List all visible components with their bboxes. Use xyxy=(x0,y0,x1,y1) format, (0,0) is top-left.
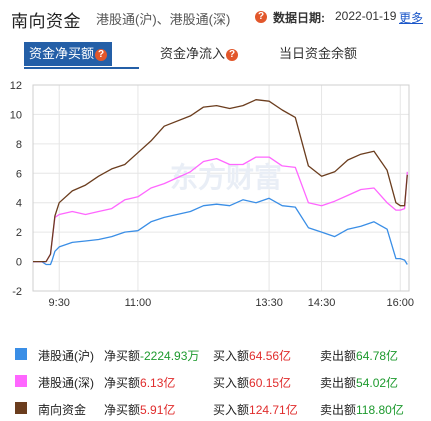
y-tick-label: 12 xyxy=(10,80,22,92)
tab-label: 当日资金余额 xyxy=(279,46,358,61)
net-label: 净买额 xyxy=(104,376,141,390)
series-line-3 xyxy=(33,99,408,263)
y-tick-label: -2 xyxy=(12,286,22,298)
page-subtitle: 港股通(沪)、港股通(深) xyxy=(96,12,231,27)
legend-name: 港股通(深) xyxy=(38,376,94,390)
legend-swatch-sh xyxy=(15,348,27,360)
y-tick-label: 0 xyxy=(16,257,22,269)
plot-frame xyxy=(32,84,410,292)
legend-net: 净买额-2224.93万 xyxy=(104,347,199,364)
buy-value: 124.71亿 xyxy=(249,403,298,417)
legend-buy: 买入额60.15亿 xyxy=(213,374,291,391)
help-icon[interactable]: ? xyxy=(255,11,267,23)
page-title: 南向资金 xyxy=(11,12,81,31)
legend-sell: 卖出额64.78亿 xyxy=(320,347,398,364)
legend-sell: 卖出额118.80亿 xyxy=(320,401,404,418)
legend-net: 净买额6.13亿 xyxy=(104,374,175,391)
legend-net: 净买额5.91亿 xyxy=(104,401,175,418)
net-value: 5.91亿 xyxy=(140,403,176,417)
header: 南向资金 港股通(沪)、港股通(深) ? 数据日期: 2022-01-19 更多 xyxy=(0,0,431,34)
tab-label: 资金净买额 xyxy=(29,46,95,61)
net-label: 净买额 xyxy=(104,403,141,417)
date-value: 2022-01-19 xyxy=(335,9,397,23)
y-tick-label: 2 xyxy=(16,227,22,239)
sell-label: 卖出额 xyxy=(320,403,357,417)
sell-value: 64.78亿 xyxy=(356,349,399,363)
tab-net-buy[interactable]: 资金净买额? xyxy=(24,42,113,66)
help-icon[interactable]: ? xyxy=(95,48,108,61)
net-buy-line-chart: 12 10 8 6 4 2 0 -2 9:30 11:00 13:30 14:30 16:00 东方财富 xyxy=(10,80,414,309)
series-line-2 xyxy=(33,156,408,263)
tab-label: 资金净流入 xyxy=(160,46,226,61)
legend-row-total: 南向资金 净买额5.91亿 买入额124.71亿 卖出额118.80亿 xyxy=(0,398,431,418)
tab-bar: 资金净买额? 资金净流入? 当日资金余额 xyxy=(0,42,431,69)
buy-value: 60.15亿 xyxy=(249,376,292,390)
buy-label: 买入额 xyxy=(213,349,250,363)
y-tick-label: 8 xyxy=(16,139,22,151)
y-tick-label: 6 xyxy=(16,168,22,180)
buy-label: 买入额 xyxy=(213,376,250,390)
watermark-text: 东方财富 xyxy=(170,161,282,194)
legend-buy: 买入额64.56亿 xyxy=(213,347,291,364)
legend-sell: 卖出额54.02亿 xyxy=(320,374,398,391)
x-tick-label: 11:00 xyxy=(125,297,152,309)
sell-value: 54.02亿 xyxy=(356,376,399,390)
net-value: -2224.93万 xyxy=(140,349,200,363)
legend-buy: 买入额124.71亿 xyxy=(213,401,298,418)
more-link[interactable]: 更多 xyxy=(399,11,424,25)
x-tick-label: 13:30 xyxy=(255,297,283,309)
legend-name: 港股通(沪) xyxy=(38,349,94,363)
sell-value: 118.80亿 xyxy=(356,403,404,417)
x-tick-label: 14:30 xyxy=(308,297,336,309)
legend-swatch-sz xyxy=(15,375,27,387)
buy-label: 买入额 xyxy=(213,403,250,417)
legend-row-sz: 港股通(深) 净买额6.13亿 买入额60.15亿 卖出额54.02亿 xyxy=(0,371,431,391)
net-value: 6.13亿 xyxy=(140,376,176,390)
y-tick-label: 4 xyxy=(16,198,22,210)
buy-value: 64.56亿 xyxy=(249,349,292,363)
sell-label: 卖出额 xyxy=(320,376,357,390)
legend-swatch-total xyxy=(15,402,27,414)
y-tick-label: 10 xyxy=(10,109,22,121)
series-line-1 xyxy=(33,197,408,266)
x-tick-label: 16:00 xyxy=(386,297,414,309)
legend-row-sh: 港股通(沪) 净买额-2224.93万 买入额64.56亿 卖出额64.78亿 xyxy=(0,344,431,364)
date-label: 数据日期: xyxy=(273,11,325,25)
active-tab-underline xyxy=(24,67,139,69)
legend-name: 南向资金 xyxy=(38,403,87,417)
tab-net-inflow[interactable]: 资金净流入? xyxy=(160,42,239,66)
tab-daily-balance[interactable]: 当日资金余额 xyxy=(279,42,357,66)
sell-label: 卖出额 xyxy=(320,349,357,363)
net-label: 净买额 xyxy=(104,349,141,363)
help-icon[interactable]: ? xyxy=(226,48,239,61)
x-tick-label: 9:30 xyxy=(49,297,70,309)
